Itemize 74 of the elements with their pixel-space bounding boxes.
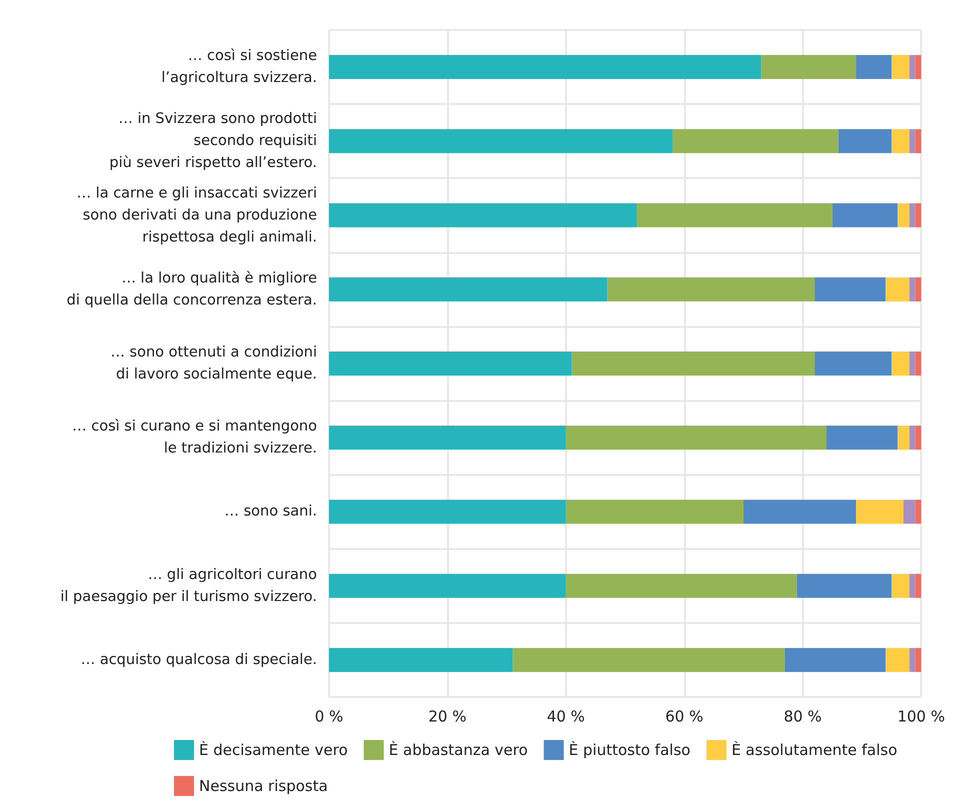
bar [892, 55, 910, 80]
bar [915, 352, 922, 376]
legend-label: È piuttosto falso [568, 741, 690, 759]
x-tick-label: 0 % [314, 708, 344, 726]
bar [672, 129, 838, 154]
bar [814, 352, 892, 376]
y-tick-label: … la carne e gli insaccati svizzeri sono derivati da una produzione rispettosa degli animali. [76, 185, 318, 246]
bar [329, 574, 566, 598]
legend-label: È abbastanza vero [388, 741, 528, 759]
x-tick-label: 20 % [428, 708, 466, 726]
bar [796, 574, 892, 598]
bar [784, 648, 886, 672]
y-tick-label: … in Svizzera sono prodotti secondo requisiti più severi rispetto all’estero. [109, 111, 317, 172]
y-tick-label: … sono ottenuti a condizioni di lavoro socialmente eque. [110, 344, 317, 382]
bar [909, 574, 916, 598]
bar [915, 129, 922, 154]
bar [909, 352, 916, 376]
bar [909, 129, 916, 154]
bar [915, 203, 922, 228]
x-tick-label: 100 % [897, 708, 945, 726]
bar [909, 55, 916, 80]
y-tick-label: … così si sostiene l’agricoltura svizzera. [161, 48, 318, 86]
bar [744, 500, 856, 524]
bar [572, 352, 815, 376]
x-tick-label: 40 % [546, 708, 585, 726]
bar [892, 352, 910, 376]
bar [607, 277, 815, 302]
bar [856, 55, 892, 80]
bar [512, 648, 785, 672]
bar [915, 426, 922, 450]
bar [886, 648, 910, 672]
bar [329, 277, 608, 302]
bar [915, 574, 922, 598]
bar [826, 426, 898, 450]
bar [566, 500, 744, 524]
y-tick-label: … sono sani. [224, 504, 317, 520]
bar [909, 203, 916, 228]
bar [915, 55, 922, 80]
bar [329, 500, 566, 524]
bar [915, 500, 922, 524]
y-tick-label: … la loro qualità è migliore di quella della concorrenza estera. [66, 270, 318, 308]
bar [897, 203, 910, 228]
y-tick-label: … così si curano e si mantengono le tradizioni svizzere. [72, 418, 318, 457]
bar [329, 203, 637, 228]
bar [915, 277, 922, 302]
bar [909, 648, 916, 672]
bar [329, 426, 566, 450]
legend-label: È assolutamente falso [731, 741, 898, 759]
bar [892, 574, 910, 598]
bar [838, 129, 892, 154]
bar [329, 352, 572, 376]
bar [832, 203, 898, 228]
bar [566, 426, 826, 450]
y-tick-label: … gli agricoltori curano il paesaggio per il turismo svizzero. [60, 566, 318, 605]
bar [329, 648, 513, 672]
bar [329, 129, 672, 154]
bar [814, 277, 886, 302]
x-tick-label: 80 % [784, 708, 822, 726]
bar [856, 500, 904, 524]
y-tick-label: … acquisto qualcosa di speciale. [80, 652, 317, 668]
bar [761, 55, 856, 80]
bar [329, 55, 762, 80]
bar [636, 203, 832, 228]
bar [909, 277, 916, 302]
legend-label: È decisamente vero [199, 741, 348, 759]
bar [886, 277, 910, 302]
bar [909, 426, 916, 450]
bar [903, 500, 916, 524]
legend-label: Nessuna risposta [199, 777, 328, 795]
bar [566, 574, 797, 598]
bar [915, 648, 922, 672]
bar [897, 426, 910, 450]
x-tick-label: 60 % [665, 708, 704, 726]
bar [892, 129, 910, 154]
